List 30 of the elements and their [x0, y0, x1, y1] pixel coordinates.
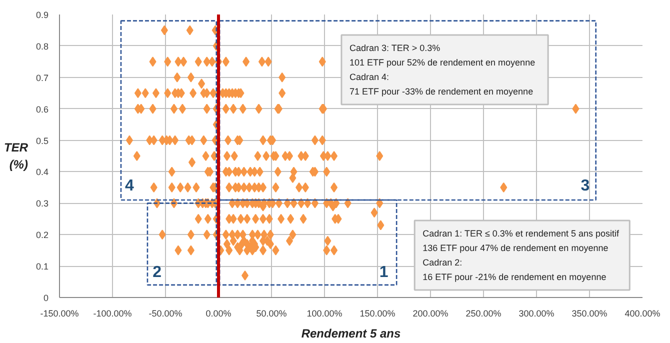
y-tick-label: 0	[43, 293, 49, 303]
x-tick-label: 0.00%	[206, 308, 232, 318]
y-tick-label: 0.7	[36, 72, 49, 83]
x-tick-label: -100.00%	[93, 308, 132, 318]
y-tick-label: 0.2	[36, 230, 49, 240]
y-axis-title: TER (%)	[4, 140, 28, 172]
annotation: Cadran 1: TER ≤ 0.3% et rendement 5 ans positif 136 ETF pour 47% de rendement en moyenne Cadran 2: 16 ETF pour -21% de rendement en moyenne	[422, 228, 620, 282]
x-axis-title: Rendement 5 ans	[301, 326, 402, 340]
x-tick-label: 350.00%	[572, 308, 608, 318]
x-tick-label: -50.00%	[148, 308, 182, 318]
x-tick-label: 150.00%	[360, 308, 396, 318]
annotation: Cadran 3: TER > 0.3% 101 ETF pour 52% de rendement en moyenne Cadran 4: 71 ETF pour -33% de rendement en moyenne	[349, 42, 536, 96]
y-tick-label: 0.5	[36, 136, 49, 146]
y-tick-label: 0.4	[36, 167, 49, 178]
annotation: 1	[379, 264, 388, 281]
x-tick-label: 400.00%	[624, 308, 660, 318]
y-tick-label: 0.8	[36, 41, 49, 52]
annotation: 2	[152, 264, 162, 281]
x-tick-label: -150.00%	[40, 308, 79, 318]
annotation: 4	[125, 177, 134, 194]
x-tick-label: 100.00%	[306, 308, 342, 318]
x-tick-label: 50.00%	[256, 308, 287, 318]
x-tick-label: 250.00%	[466, 308, 502, 318]
annotation: 3	[580, 177, 590, 194]
x-tick-label: 300.00%	[518, 308, 554, 318]
y-tick-label: 0.1	[36, 262, 49, 272]
y-tick-label: 0.3	[36, 198, 49, 209]
y-tick-label: 0.6	[36, 104, 49, 114]
y-tick-label: 0.9	[36, 10, 49, 20]
x-tick-label: 200.00%	[412, 308, 448, 318]
